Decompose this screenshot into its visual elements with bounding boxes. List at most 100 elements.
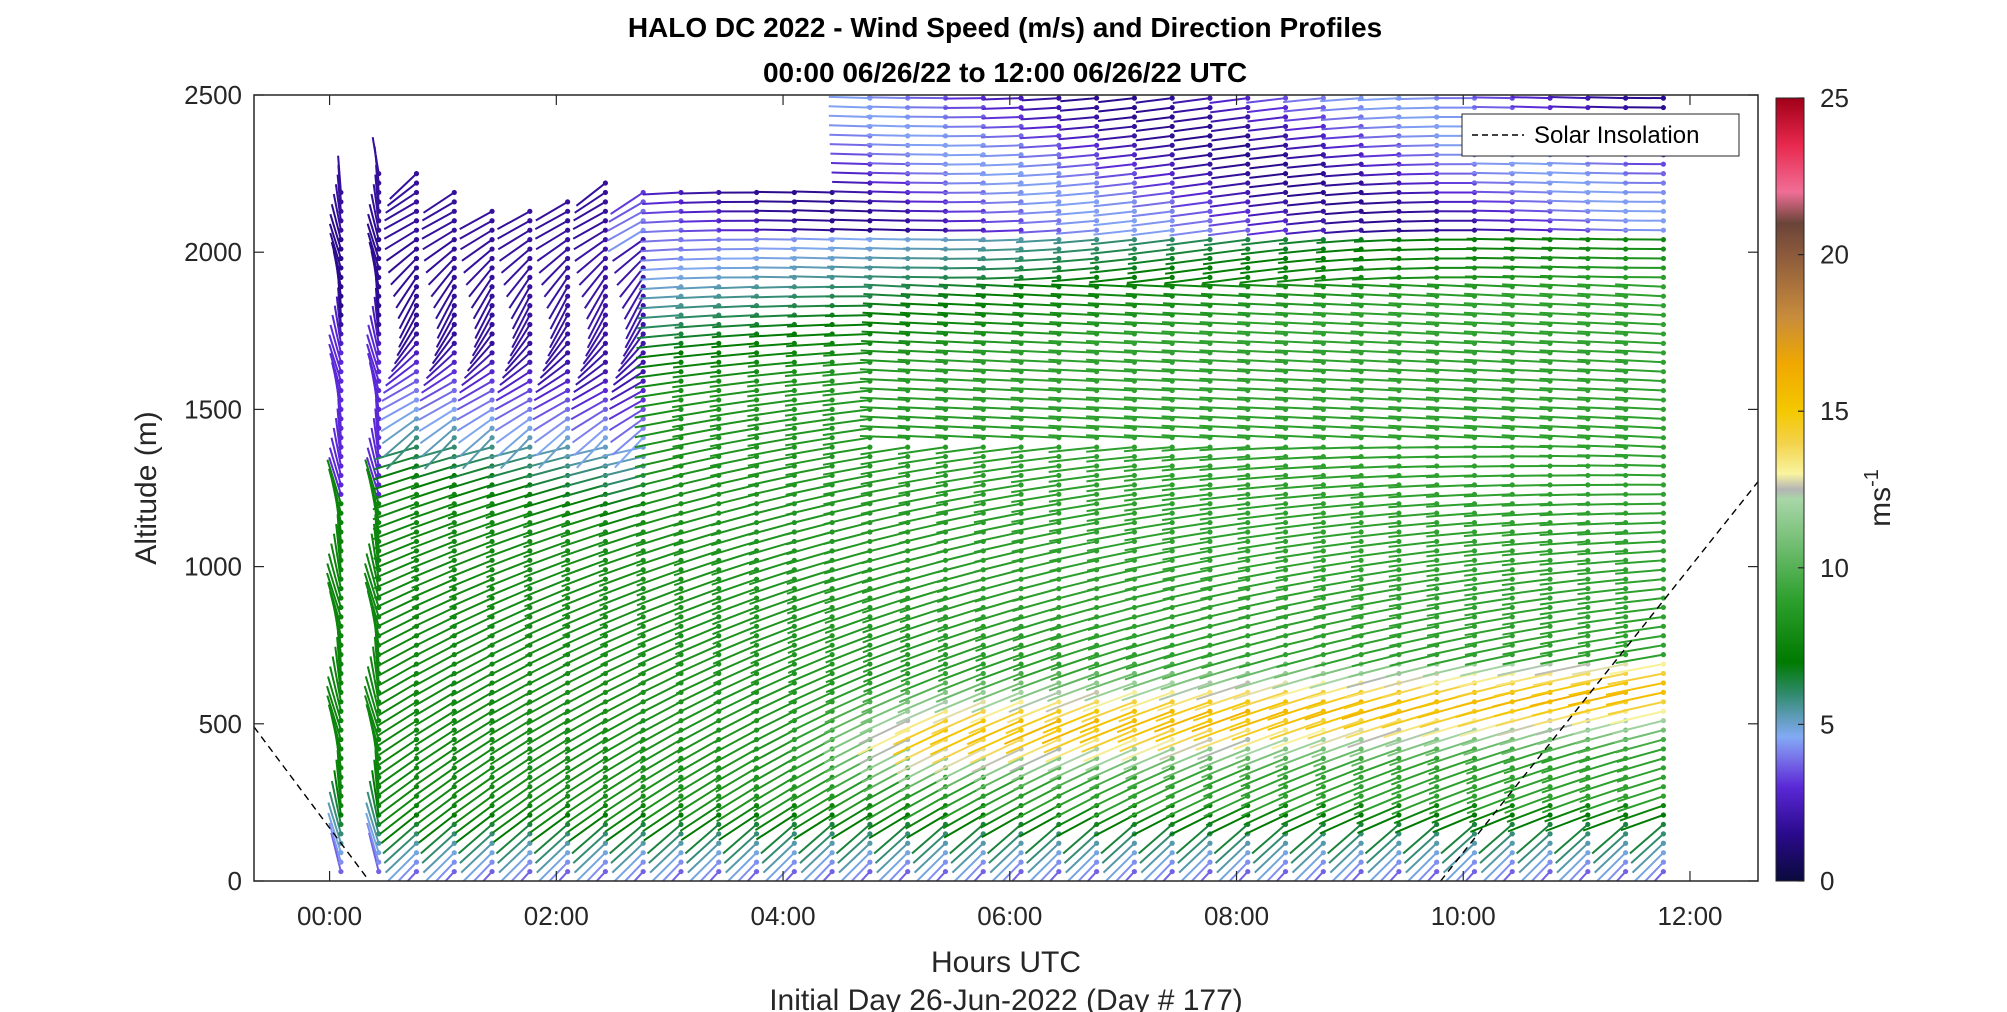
wind-barb [330, 437, 344, 479]
colorbar-tick-label: 0 [1820, 866, 1834, 896]
wind-barb [415, 736, 457, 766]
wind-barb [435, 312, 457, 348]
wind-barb [410, 510, 457, 530]
wind-barb [364, 676, 382, 724]
wind-barb [459, 227, 495, 251]
wind-barb [328, 456, 344, 497]
wind-barb [454, 802, 495, 834]
wind-barb [527, 755, 571, 785]
wind-barb [526, 444, 571, 459]
wind-barb [511, 293, 533, 330]
wind-barb [396, 321, 420, 357]
wind-barb [459, 425, 495, 457]
wind-barb [422, 189, 457, 214]
wind-barb [328, 822, 344, 865]
wind-barb [504, 340, 533, 372]
legend-entry-solar: Solar Insolation [1534, 122, 1699, 149]
wind-barb [373, 529, 420, 550]
wind-barb [499, 435, 533, 470]
wind-barb [366, 343, 382, 384]
colorbar-tick-label: 15 [1820, 396, 1849, 426]
wind-barb [533, 378, 571, 402]
wind-barb [365, 704, 382, 752]
wind-barb [459, 218, 495, 240]
wind-barb [465, 255, 495, 286]
wind-barb [410, 548, 457, 570]
wind-barb [329, 352, 344, 394]
wind-barb [390, 340, 420, 373]
wind-barb [411, 586, 457, 609]
wind-barb [410, 519, 457, 540]
wind-barb [489, 736, 533, 766]
wind-barb [384, 199, 420, 222]
wind-barb [452, 746, 495, 776]
wind-barb [329, 213, 344, 252]
wind-barb [459, 369, 495, 394]
wind-barb [503, 255, 533, 286]
wind-barb [548, 859, 571, 881]
wind-barb [385, 189, 420, 214]
wind-barb [474, 303, 495, 339]
wind-barb [366, 334, 382, 375]
x-tick-label: 00:00 [297, 901, 362, 931]
wind-barb [528, 774, 571, 805]
wind-barb [463, 246, 495, 274]
wind-barb [369, 315, 382, 356]
wind-barb [509, 321, 533, 357]
wind-barb [461, 237, 495, 262]
wind-barb [510, 859, 533, 881]
wind-barb [379, 793, 420, 825]
wind-barb [372, 510, 420, 531]
wind-barb [433, 274, 457, 309]
wind-barb [326, 572, 344, 620]
wind-barb [495, 821, 533, 855]
wind-barb [373, 567, 420, 590]
wind-barb [422, 227, 457, 251]
wind-barb [393, 331, 420, 365]
wind-barb [331, 314, 344, 356]
wind-barb [386, 850, 420, 881]
wind-barb [471, 321, 495, 357]
wind-barb [452, 736, 495, 766]
wind-barb [328, 334, 344, 375]
wind-barb [535, 425, 571, 457]
wind-barb [389, 171, 420, 200]
wind-barb [383, 425, 420, 457]
wind-barb [538, 435, 571, 469]
y-tick-label: 2000 [184, 237, 242, 267]
wind-barb [436, 303, 457, 339]
wind-barb [524, 614, 571, 638]
wind-barb [494, 406, 533, 432]
colorbar [1775, 97, 1805, 882]
wind-barb [486, 586, 533, 608]
wind-barb [372, 491, 420, 511]
wind-barb [423, 359, 457, 387]
wind-barb [537, 850, 571, 881]
wind-barb [421, 199, 457, 222]
wind-barb [457, 416, 495, 444]
wind-barb [449, 586, 495, 609]
wind-barb [385, 435, 420, 470]
wind-barb [363, 685, 382, 733]
wind-barb [498, 840, 533, 874]
wind-barb [328, 791, 344, 837]
wind-barb [444, 868, 457, 881]
wind-barb [384, 227, 420, 251]
wind-barb [366, 791, 382, 837]
wind-barb [328, 343, 344, 384]
wind-barb [499, 850, 533, 881]
wind-barb [421, 208, 457, 230]
wind-barb [423, 237, 457, 262]
wind-barb [385, 237, 420, 262]
wind-barb [492, 802, 533, 834]
wind-barb [494, 397, 533, 421]
wind-barb [387, 350, 420, 380]
wind-barb [495, 378, 533, 402]
wind-barb [461, 435, 495, 470]
wind-barb [447, 510, 495, 530]
wind-barb [422, 840, 457, 874]
wind-barb [378, 765, 420, 796]
wind-barb [523, 576, 571, 598]
wind-barb [366, 666, 382, 714]
wind-barb [448, 576, 495, 599]
